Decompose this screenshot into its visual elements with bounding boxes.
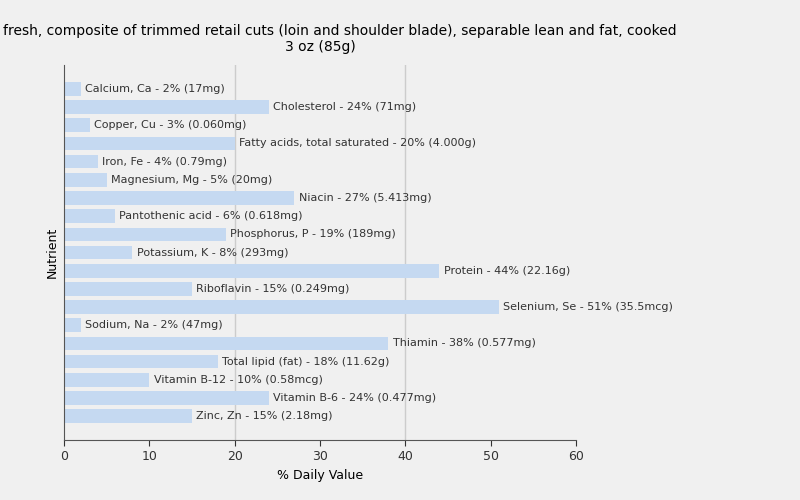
Text: Total lipid (fat) - 18% (11.62g): Total lipid (fat) - 18% (11.62g) [222, 356, 390, 366]
Bar [64, 246, 132, 260]
Bar [64, 318, 81, 332]
Bar [64, 391, 269, 405]
Text: Fatty acids, total saturated - 20% (4.000g): Fatty acids, total saturated - 20% (4.00… [239, 138, 476, 148]
Text: Copper, Cu - 3% (0.060mg): Copper, Cu - 3% (0.060mg) [94, 120, 246, 130]
Bar [64, 118, 90, 132]
Text: Zinc, Zn - 15% (2.18mg): Zinc, Zn - 15% (2.18mg) [196, 411, 333, 421]
Bar [64, 282, 192, 296]
Bar [64, 355, 218, 368]
Bar [64, 173, 106, 186]
Text: Selenium, Se - 51% (35.5mcg): Selenium, Se - 51% (35.5mcg) [503, 302, 674, 312]
Text: Niacin - 27% (5.413mg): Niacin - 27% (5.413mg) [298, 193, 431, 203]
Text: Calcium, Ca - 2% (17mg): Calcium, Ca - 2% (17mg) [86, 84, 225, 94]
Bar [64, 210, 115, 223]
Bar [64, 155, 98, 168]
Bar [64, 82, 81, 96]
Bar [64, 336, 388, 350]
Text: Vitamin B-6 - 24% (0.477mg): Vitamin B-6 - 24% (0.477mg) [273, 393, 436, 403]
Title: Pork, fresh, composite of trimmed retail cuts (loin and shoulder blade), separab: Pork, fresh, composite of trimmed retail… [0, 24, 676, 54]
Bar [64, 136, 234, 150]
Bar [64, 191, 294, 205]
Text: Cholesterol - 24% (71mg): Cholesterol - 24% (71mg) [273, 102, 416, 112]
Text: Riboflavin - 15% (0.249mg): Riboflavin - 15% (0.249mg) [196, 284, 350, 294]
Text: Iron, Fe - 4% (0.79mg): Iron, Fe - 4% (0.79mg) [102, 156, 227, 166]
Bar [64, 100, 269, 114]
Text: Potassium, K - 8% (293mg): Potassium, K - 8% (293mg) [137, 248, 288, 258]
X-axis label: % Daily Value: % Daily Value [277, 469, 363, 482]
Y-axis label: Nutrient: Nutrient [46, 227, 58, 278]
Bar [64, 264, 439, 278]
Bar [64, 228, 226, 241]
Text: Phosphorus, P - 19% (189mg): Phosphorus, P - 19% (189mg) [230, 230, 396, 239]
Text: Vitamin B-12 - 10% (0.58mcg): Vitamin B-12 - 10% (0.58mcg) [154, 375, 322, 385]
Bar [64, 373, 150, 386]
Bar [64, 410, 192, 423]
Text: Protein - 44% (22.16g): Protein - 44% (22.16g) [444, 266, 570, 276]
Text: Magnesium, Mg - 5% (20mg): Magnesium, Mg - 5% (20mg) [111, 175, 272, 185]
Text: Pantothenic acid - 6% (0.618mg): Pantothenic acid - 6% (0.618mg) [119, 211, 303, 221]
Text: Sodium, Na - 2% (47mg): Sodium, Na - 2% (47mg) [86, 320, 223, 330]
Text: Thiamin - 38% (0.577mg): Thiamin - 38% (0.577mg) [393, 338, 535, 348]
Bar [64, 300, 499, 314]
